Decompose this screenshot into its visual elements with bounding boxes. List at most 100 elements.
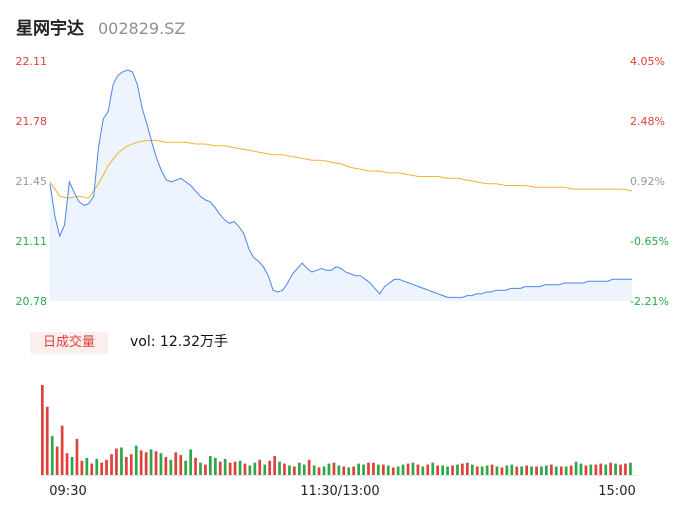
volume-bar [258,459,262,475]
percent-tick-label: 2.48% [630,115,665,128]
volume-bar [164,457,168,475]
volume-bar [406,463,410,475]
volume-bar [223,458,227,475]
volume-bar [357,463,360,475]
volume-bar [149,449,153,475]
volume-bar [411,462,415,475]
volume-bar [382,464,385,475]
volume-bar [80,460,84,475]
volume-bar [416,464,420,475]
volume-bar [386,465,390,475]
volume-bar [564,466,568,475]
volume-bar [41,385,44,475]
volume-bar [110,454,113,475]
volume-bar [55,446,59,475]
volume-bar [174,452,178,475]
price-tick-label: 20.78 [16,295,48,308]
volume-bar [554,466,558,475]
volume-bar [362,464,365,475]
volume-bar [589,464,593,475]
volume-bar [599,463,603,475]
volume-bar [436,465,439,475]
volume-bar [75,439,79,475]
volume-bar [550,464,553,475]
volume-bar [204,464,207,475]
price-tick-label: 21.45 [16,175,48,188]
volume-bar [228,462,232,475]
volume-bar [120,447,123,475]
volume-bar [115,448,118,475]
volume-bar [337,465,341,475]
volume-bar [218,461,222,475]
volume-bar [268,460,271,475]
volume-bar [441,465,444,475]
time-tick-label: 09:30 [49,484,86,499]
stock-code: 002829.SZ [98,19,186,38]
volume-bar [179,455,183,475]
volume-bar [579,463,583,475]
volume-bar [431,462,435,475]
volume-bar [90,463,94,475]
volume-bar [159,453,163,475]
volume-bar [332,462,336,475]
volume-bar [253,462,257,475]
volume-bar [461,463,464,475]
volume-bar [490,464,494,475]
volume-bar [421,466,425,475]
volume-bar [540,466,543,475]
volume-bar [466,462,469,475]
volume-bar [50,436,54,475]
volume-bar [520,466,523,475]
volume-bar [233,461,237,475]
volume-bar [569,465,573,475]
volume-bar [505,465,509,475]
volume-bar [105,459,108,475]
volume-bar [535,466,538,475]
volume-bar [278,461,281,475]
volume-bar [283,463,286,475]
volume-bar [495,466,499,475]
volume-bar [525,465,528,475]
volume-bar [342,466,346,475]
volume-bar [307,459,311,475]
volume-bar [214,457,217,475]
volume-bar [293,466,296,475]
volume-bar [485,465,489,475]
volume-bar [604,464,608,475]
volume-bar [401,464,405,475]
price-tick-label: 21.78 [16,115,48,128]
volume-bar [510,464,514,475]
volume-bar [480,466,484,475]
price-area [50,70,632,301]
volume-bar [194,457,197,475]
volume-bar [426,464,430,475]
volume-bar [594,464,598,475]
time-tick-label: 11:30/13:00 [300,484,379,499]
volume-bar [302,464,306,475]
time-tick-label: 15:00 [598,484,635,499]
volume-bar [500,467,504,475]
volume-bar [372,462,375,475]
volume-bar [629,462,632,475]
volume-bar [199,462,202,475]
volume-bar [273,456,276,475]
price-line [49,69,632,298]
volume-bar [95,458,99,475]
volume-bar [574,461,578,475]
volume-bar [169,459,173,475]
volume-bar [515,466,519,475]
volume-bar [209,456,212,475]
volume-bar [391,467,395,475]
volume-bar [584,465,588,475]
title-row: 星网宇达 002829.SZ [16,14,186,39]
volume-bar [154,451,158,475]
stock-name: 星网宇达 [16,19,84,39]
average-price-line [49,139,633,199]
volume-bar [619,464,622,475]
volume-bar [377,464,380,475]
price-tick-label: 22.11 [16,55,48,68]
volume-bar [60,425,64,475]
volume-bar [144,452,148,475]
